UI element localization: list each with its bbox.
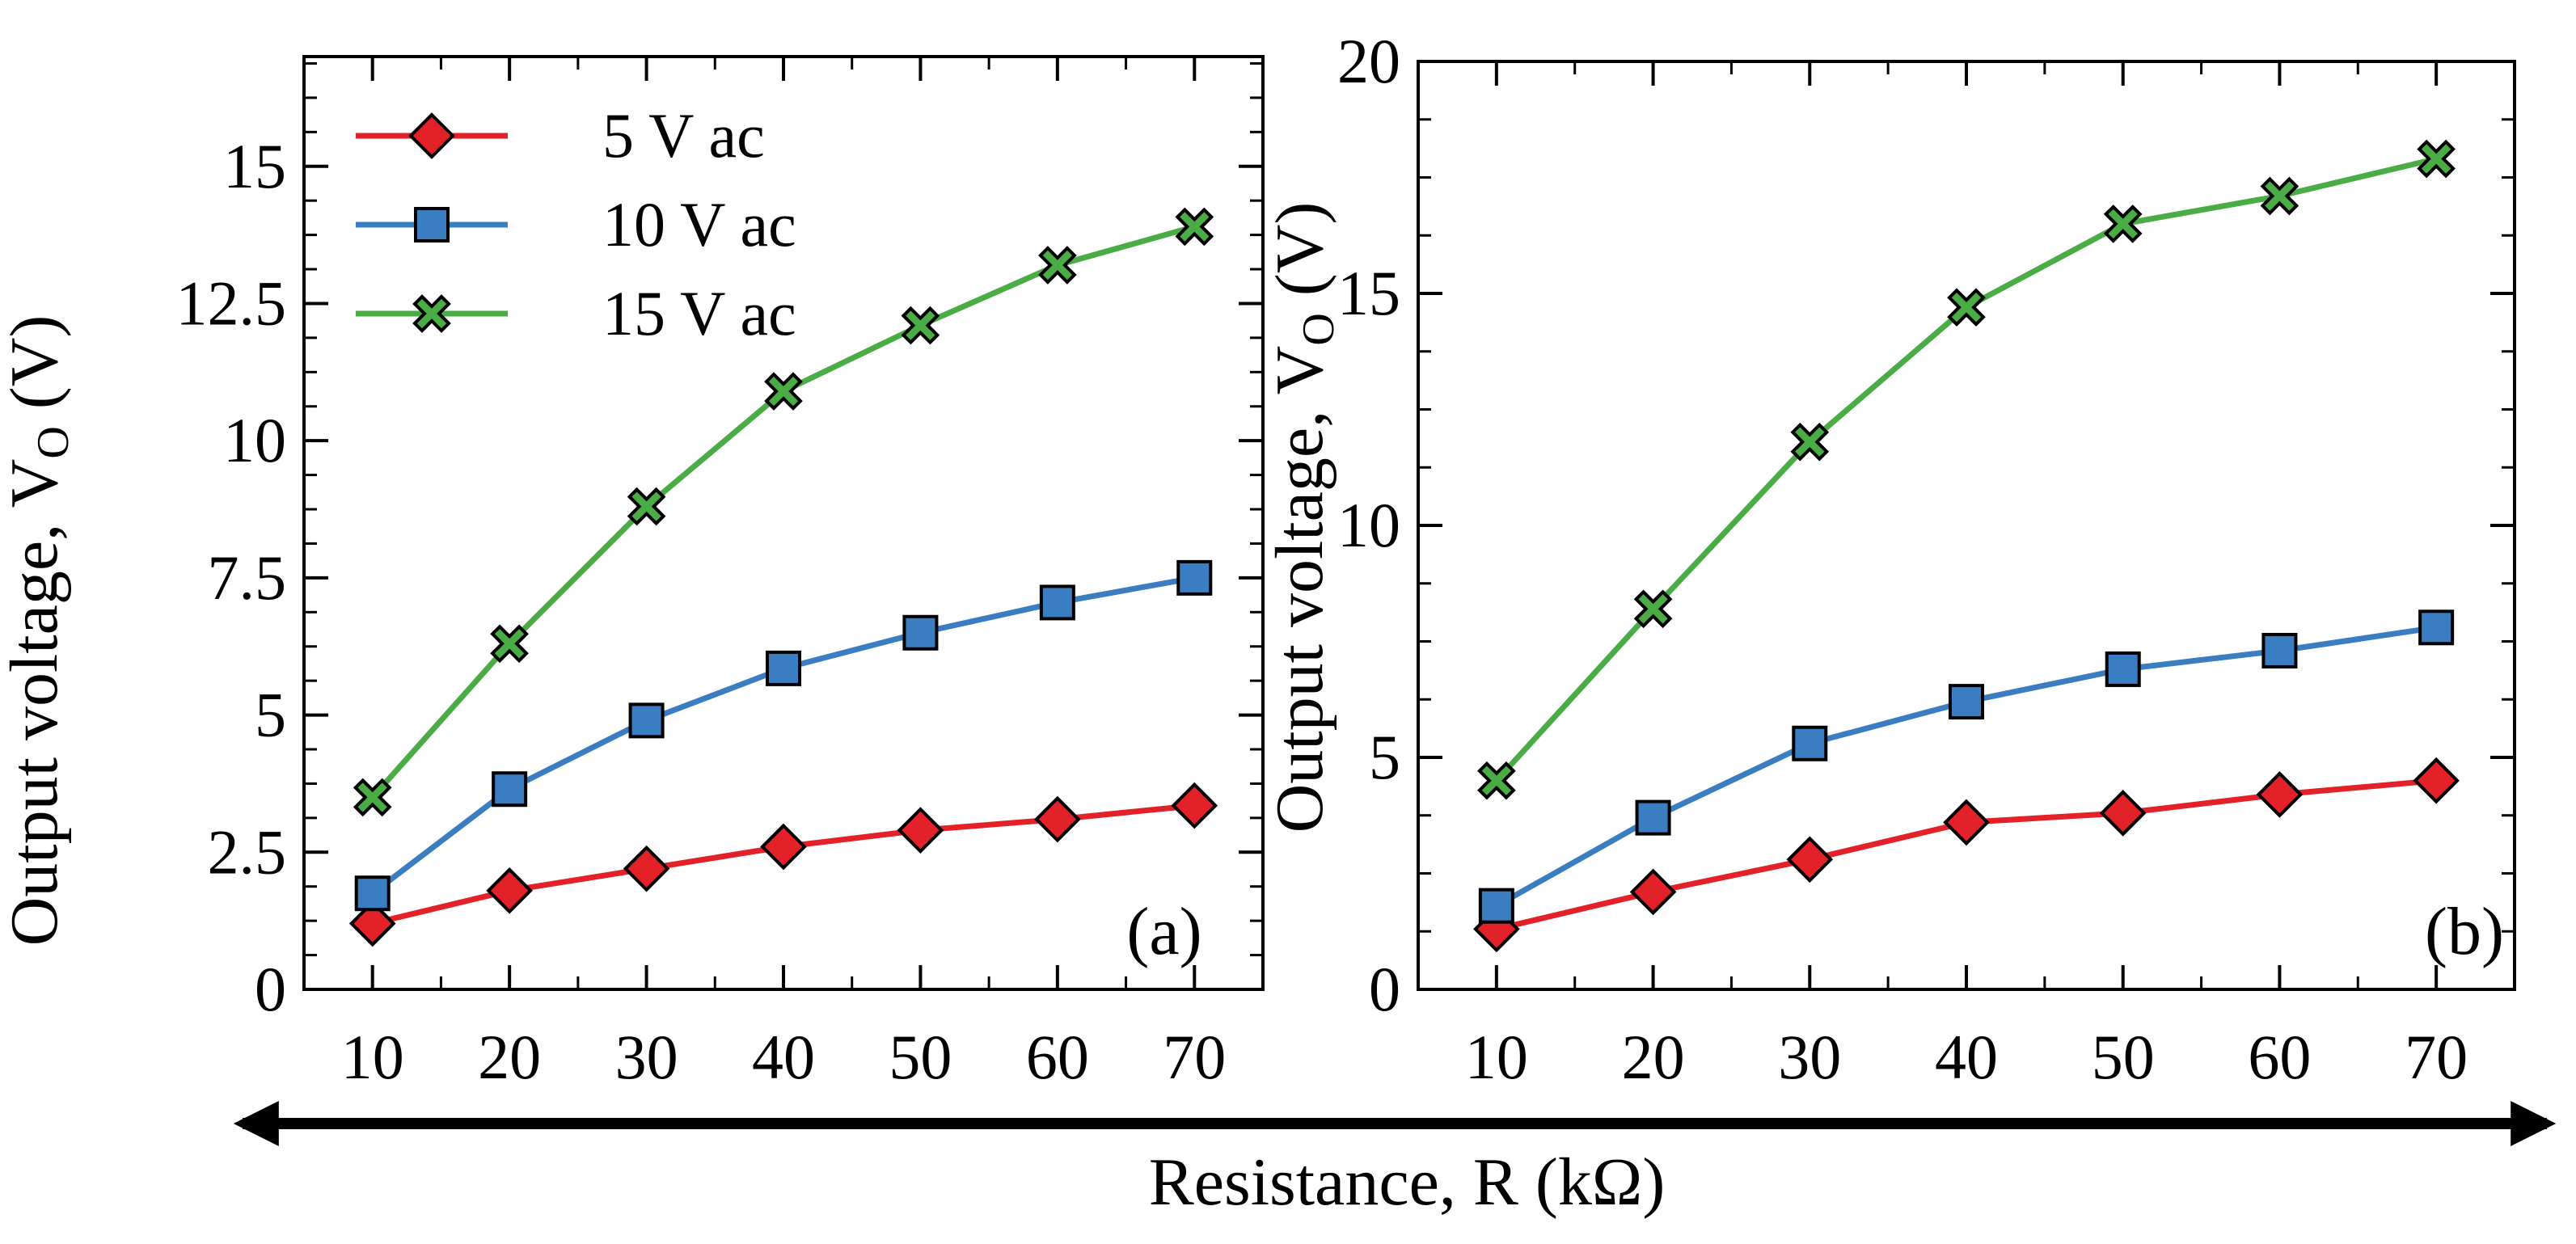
panel-a-series-3-point — [764, 372, 803, 411]
legend-marker-1 — [408, 112, 455, 159]
panel-b-series-2-point — [2261, 632, 2298, 668]
panel-a-series-2-point — [766, 650, 801, 686]
panel-b-series-1-point — [1943, 799, 1990, 846]
panel-a-series-2-point — [1039, 584, 1075, 621]
panel-b-series-3-point — [1477, 761, 1516, 800]
panel-b-series-3-point — [2260, 176, 2299, 216]
panel-a-x-tick-label: 60 — [1026, 1022, 1089, 1092]
panel-b-series-3-point — [1790, 422, 1830, 462]
panel-a-series-2-point — [1176, 559, 1213, 596]
panel-b-series-1-point — [2099, 790, 2147, 837]
panel-b-series-1-point — [2256, 771, 2304, 818]
panel-a-series-1-point — [760, 823, 807, 871]
panel-a-legend: 5 V ac 10 V ac 15 V ac — [356, 100, 796, 348]
shared-x-axis-title: Resistance, R (kΩ) — [1149, 1145, 1666, 1220]
panel-b-series-line-2 — [1495, 624, 2437, 909]
panel-a-y-tick-label: 7.5 — [208, 542, 287, 613]
panel-a-series-2-point — [492, 771, 528, 808]
panel-a-series-2-point — [628, 702, 665, 739]
panel-a-series-1-point — [1171, 782, 1218, 829]
panel-b-series-3-point — [2103, 205, 2143, 243]
panel-a-series-3-point — [490, 624, 529, 664]
panel-a-series-2-point — [354, 875, 391, 912]
panel-b-y-tick-label: 0 — [1369, 954, 1400, 1024]
panel-b-series-2-point — [1792, 725, 1828, 761]
panel-a-series-3-point — [353, 778, 392, 817]
panel-b-series-3-point — [1633, 589, 1673, 629]
panel-a-y-tick-label: 5 — [255, 680, 286, 750]
panel-b-series-3-point — [2417, 139, 2456, 179]
panel-b-series-3-point — [1947, 288, 1986, 327]
legend-marker-2 — [414, 207, 450, 242]
panel-b-frame — [1417, 60, 2516, 991]
panel-a-x-tick-label: 30 — [615, 1022, 678, 1092]
panel-b-y-axis-title: Output voltage, VO (V) — [1262, 202, 1344, 833]
legend-label-1: 5 V ac — [602, 100, 765, 171]
legend-label-2: 10 V ac — [602, 189, 796, 259]
panel-a-y-axis-title: Output voltage, VO (V) — [0, 315, 78, 947]
panel-a-series-1-point — [1034, 795, 1081, 843]
panel-b-x-tick-label: 40 — [1935, 1022, 1998, 1092]
panel-b-series-2-point — [1478, 888, 1514, 924]
panel-a-y-tick-label: 2.5 — [208, 816, 287, 887]
panel-a-series-1-point — [897, 807, 944, 854]
panel-b-series-1-point — [2413, 757, 2460, 804]
panel-b-series-2-point — [2418, 609, 2455, 646]
panel-b-x-tick-label: 20 — [1622, 1022, 1685, 1092]
panel-a-axes: 0 2.5 5 7.5 10 12.5 15 10 20 30 40 50 60 70 — [176, 55, 1265, 1092]
panel-b-y-tick-label: 5 — [1369, 722, 1400, 792]
panel-b-series-2-point — [1949, 684, 1984, 720]
panel-a-series-2-point — [902, 614, 939, 651]
panel-a-series-3-point — [901, 306, 940, 345]
panel-a-x-tick-label: 50 — [889, 1022, 952, 1092]
panel-a-chart: 0 2.5 5 7.5 10 12.5 15 10 20 30 40 50 60 70 Output vo… — [0, 55, 1265, 1092]
panel-b-series — [1473, 139, 2460, 953]
panel-b-series-2-point — [2105, 651, 2141, 687]
panel-a-series-1-point — [486, 867, 533, 914]
panel-a-series-1-point — [348, 900, 396, 947]
panel-a-series-3-point — [1175, 207, 1214, 247]
panel-b-chart: 0 5 10 15 20 10 20 30 40 50 60 70 Output voltage, V… — [1262, 26, 2516, 1092]
panel-b-y-tick-label: 15 — [1337, 258, 1400, 328]
panel-b-y-tick-label: 20 — [1337, 26, 1400, 96]
panel-b-series-1-point — [1629, 868, 1677, 916]
panel-b-x-tick-label: 60 — [2248, 1022, 2311, 1092]
panel-a-y-tick-label: 15 — [223, 131, 286, 201]
panel-b-axes: 0 5 10 15 20 10 20 30 40 50 60 70 — [1337, 26, 2516, 1092]
panel-b-x-tick-label: 10 — [1465, 1022, 1528, 1092]
panel-b-x-tick-label: 70 — [2405, 1022, 2468, 1092]
panel-a-label: (a) — [1126, 894, 1201, 969]
panel-b-series-1-point — [1786, 836, 1834, 883]
panel-a-x-tick-label: 70 — [1163, 1022, 1226, 1092]
panel-b-x-tick-label: 50 — [2092, 1022, 2155, 1092]
panel-a-series-3-point — [1038, 246, 1077, 285]
panel-a-series-1-point — [623, 845, 670, 892]
panel-a-series-3-point — [627, 487, 666, 526]
panel-a-y-tick-label: 0 — [255, 954, 286, 1024]
panel-b-label: (b) — [2425, 894, 2504, 969]
panel-a-series — [348, 207, 1218, 947]
panel-a-y-tick-label: 12.5 — [176, 268, 287, 338]
panel-b-series-2-point — [1635, 799, 1671, 836]
panel-a-x-tick-label: 10 — [341, 1022, 404, 1092]
panel-b-x-tick-label: 30 — [1778, 1022, 1841, 1092]
panel-a-y-tick-label: 10 — [223, 405, 286, 475]
panel-a-x-tick-label: 20 — [478, 1022, 541, 1092]
panel-a-x-tick-label: 40 — [752, 1022, 815, 1092]
legend-label-3: 15 V ac — [602, 278, 796, 348]
legend-marker-3 — [412, 294, 451, 333]
panel-b-y-tick-label: 10 — [1337, 490, 1400, 560]
